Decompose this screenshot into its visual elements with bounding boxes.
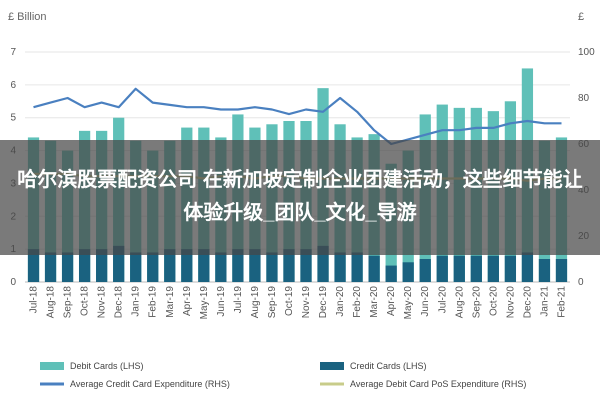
x-tick-label: Dec-19 [318, 286, 329, 319]
x-tick-label: Mar-20 [369, 286, 380, 318]
x-tick-label: Aug-18 [46, 286, 57, 319]
left-tick-label: 0 [10, 277, 16, 288]
x-tick-label: Jul-18 [29, 286, 40, 314]
x-tick-label: Feb-21 [556, 286, 567, 318]
left-tick-label: 7 [10, 47, 16, 58]
credit-bar [215, 252, 227, 282]
x-tick-label: Nov-18 [97, 286, 108, 319]
credit-bar [317, 245, 329, 282]
x-tick-label: Jun-19 [216, 286, 227, 317]
right-tick-label: 100 [578, 47, 595, 58]
credit-bar [470, 255, 482, 282]
legend-label: Credit Cards (LHS) [350, 361, 427, 371]
credit-bar [232, 249, 244, 282]
credit-bar [249, 249, 261, 282]
credit-bar [113, 245, 125, 282]
credit-bar [266, 252, 278, 282]
x-tick-label: Sep-20 [471, 286, 482, 319]
overlay-title: 哈尔滨股票配资公司 在新加坡定制企业团建活动，这些细节能让体验升级_团队_文化_… [17, 169, 583, 224]
credit-bar [436, 255, 448, 282]
legend-label: Average Credit Card Expenditure (RHS) [70, 379, 230, 389]
x-tick-label: Dec-20 [522, 286, 533, 319]
x-tick-label: Jun-20 [420, 286, 431, 317]
credit-bar [487, 255, 499, 282]
x-tick-label: Sep-19 [267, 286, 278, 319]
credit-bar [147, 252, 159, 282]
x-tick-label: Jul-20 [437, 286, 448, 314]
x-tick-label: Feb-20 [352, 286, 363, 318]
x-tick-label: Feb-19 [148, 286, 159, 318]
x-tick-label: Aug-20 [454, 286, 465, 319]
x-tick-label: Apr-20 [386, 286, 397, 316]
credit-bar [44, 252, 57, 282]
legend-label: Average Debit Card PoS Expenditure (RHS) [350, 379, 526, 389]
right-axis-unit: £ [578, 11, 584, 23]
credit-bar [130, 252, 142, 282]
x-axis-ticks: Jul-18 Aug-18 Sep-18 Oct-18 Nov-18 Dec-18 Jan-… [29, 286, 568, 320]
x-tick-label: Jul-19 [233, 286, 244, 314]
x-tick-label: Jan-21 [539, 286, 550, 317]
legend-swatch [40, 362, 64, 370]
credit-bar [351, 252, 363, 282]
credit-expenditure-line [33, 87, 562, 146]
left-tick-label: 6 [10, 80, 16, 91]
x-tick-label: Sep-18 [63, 286, 74, 319]
x-tick-label: Jan-19 [131, 286, 142, 317]
credit-bar [96, 249, 108, 282]
credit-bar [521, 252, 534, 282]
x-tick-label: Oct-20 [488, 286, 499, 316]
credit-bar [198, 249, 210, 282]
credit-bar [538, 259, 551, 282]
credit-bar [334, 252, 346, 282]
credit-bar [61, 252, 74, 282]
credit-bar [385, 265, 397, 282]
credit-bar [555, 259, 568, 282]
x-tick-label: May-19 [199, 286, 210, 320]
credit-bar [504, 255, 517, 282]
credit-bar [181, 249, 193, 282]
credit-bar [453, 255, 465, 282]
right-tick-label: 80 [578, 93, 590, 104]
credit-bar [300, 249, 312, 282]
legend-label: Debit Cards (LHS) [70, 361, 144, 371]
x-tick-label: Nov-20 [505, 286, 516, 319]
x-tick-label: Dec-18 [114, 286, 125, 319]
left-tick-label: 5 [10, 113, 16, 124]
credit-bar [419, 259, 431, 282]
x-tick-label: Mar-19 [165, 286, 176, 318]
legend-swatch [320, 362, 344, 370]
x-tick-label: Nov-19 [301, 286, 312, 319]
title-overlay: 哈尔滨股票配资公司 在新加坡定制企业团建活动，这些细节能让体验升级_团队_文化_… [0, 140, 600, 255]
x-tick-label: Oct-18 [80, 286, 91, 316]
x-tick-label: Aug-19 [250, 286, 261, 319]
credit-bar [27, 249, 40, 282]
right-tick-label: 0 [578, 277, 584, 288]
legend: Debit Cards (LHS) Credit Cards (LHS) Avera… [40, 361, 526, 389]
x-tick-label: May-20 [403, 286, 414, 320]
x-tick-label: Apr-19 [182, 286, 193, 316]
credit-bar [78, 249, 91, 282]
left-axis-unit: £ Billion [8, 11, 47, 23]
credit-bar [402, 262, 414, 282]
credit-bar [368, 255, 380, 282]
x-tick-label: Jan-20 [335, 286, 346, 317]
credit-bar [164, 249, 176, 282]
credit-bar [283, 249, 295, 282]
x-tick-label: Oct-19 [284, 286, 295, 316]
